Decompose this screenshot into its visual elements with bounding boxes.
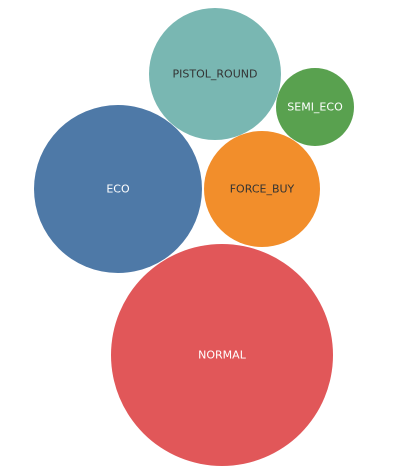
bubble-force-buy[interactable]: FORCE_BUY bbox=[204, 131, 320, 247]
bubble-label-eco: ECO bbox=[106, 183, 130, 196]
bubble-label-pistol-round: PISTOL_ROUND bbox=[173, 68, 258, 81]
bubble-label-semi-eco: SEMI_ECO bbox=[287, 101, 343, 114]
bubble-semi-eco[interactable]: SEMI_ECO bbox=[276, 68, 354, 146]
bubble-circle-eco[interactable] bbox=[34, 105, 202, 273]
bubble-eco[interactable]: ECO bbox=[34, 105, 202, 273]
bubble-label-force-buy: FORCE_BUY bbox=[230, 183, 295, 196]
bubble-circle-semi-eco[interactable] bbox=[276, 68, 354, 146]
bubble-pistol-round[interactable]: PISTOL_ROUND bbox=[149, 8, 281, 140]
bubble-circle-pistol-round[interactable] bbox=[149, 8, 281, 140]
bubble-normal[interactable]: NORMAL bbox=[111, 244, 333, 466]
bubble-label-normal: NORMAL bbox=[198, 349, 247, 362]
bubble-circle-force-buy[interactable] bbox=[204, 131, 320, 247]
bubble-circle-normal[interactable] bbox=[111, 244, 333, 466]
bubble-layer: PISTOL_ROUND SEMI_ECO ECO FORCE_BUY NORMAL bbox=[34, 8, 354, 466]
